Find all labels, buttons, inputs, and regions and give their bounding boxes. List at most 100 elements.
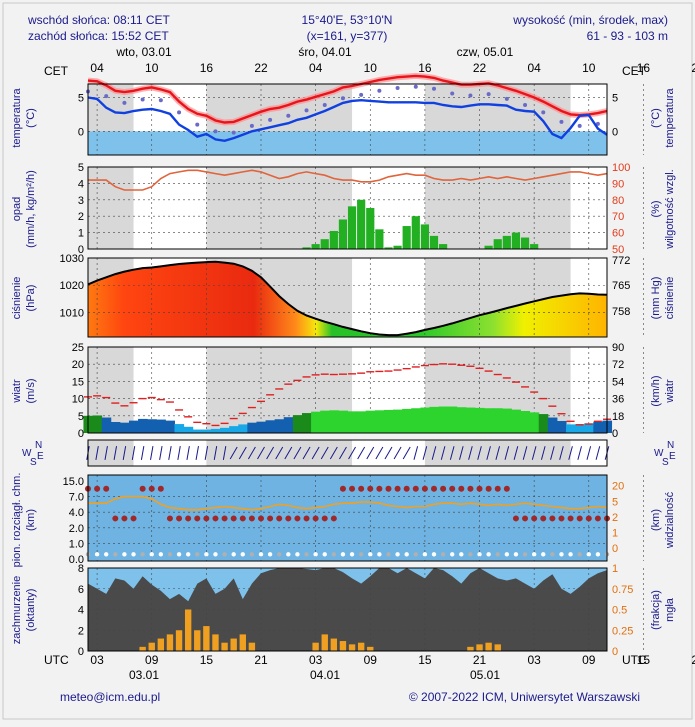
cloud-base-dot [476,485,483,492]
cloud-base-dot [321,515,328,522]
fog-bar [476,644,483,651]
temp-point [468,93,473,98]
wind-arrow [595,446,601,460]
top-hour-label: 16 [418,61,432,75]
tick-label: 1 [612,563,618,575]
cloud-base-dot [221,515,228,522]
fog-bar [184,609,192,651]
wind-mean-bar [201,429,212,433]
low-cloud-dot [167,552,173,557]
pressure-line [87,260,608,337]
wind-arrow [486,446,491,460]
wind-right-label: wiatr [664,379,676,404]
top-hour-label: 16 [637,61,651,75]
bottom-hour-label: 21 [254,653,268,667]
bottom-hour-label: 09 [582,653,596,667]
wind-mean-bar [529,412,540,433]
tick-label: 4.0 [69,507,84,519]
fog-bar [357,642,365,651]
wind-mean-bar [147,419,157,433]
tick-label: 50 [612,244,624,256]
tick-label: 20 [612,481,624,493]
low-cloud-dot [513,552,519,557]
wind-arrow [348,446,356,460]
tick-label: 5 [78,162,84,174]
wind-mean-bar [393,409,403,433]
low-cloud-dot [595,552,601,557]
tick-label: 20 [72,359,84,371]
fog-bar [212,634,219,651]
low-cloud-dot [158,552,164,557]
top-day-label: wto, 03.01 [115,45,172,59]
wind-mean-bar [502,408,512,433]
footer-copyright: © 2007-2022 ICM, Uniwersytet Warszawski [409,690,640,704]
tick-label: 90 [612,178,624,190]
cloud-base-dot [494,485,501,492]
bottom-hour-label: 21 [691,653,695,667]
visibility-background [88,475,607,561]
precip-bar [439,244,448,249]
tick-label: 0 [78,646,84,658]
tick-label: 3 [78,195,84,207]
wind-arrow [293,446,302,460]
wind-mean-bar [402,408,412,433]
tick-label: 25 [72,342,84,354]
precip-panel: 5 4 3 2 1 0 100 90 80 70 60 50 [78,162,644,256]
footer-email[interactable]: meteo@icm.edu.pl [60,690,160,704]
cloud-base-dot [358,485,365,492]
fog-bar [485,642,492,651]
precip-border [87,166,608,250]
tick-label: 80 [612,195,624,207]
bottom-hour-label: 03 [309,653,323,667]
wind-border [87,346,608,434]
cloud-base-dot [176,515,183,522]
wind-mean-bar [465,407,476,433]
tick-label: 5 [78,93,84,105]
wind-arrow [213,446,218,460]
top-day-label: czw, 05.01 [457,45,514,59]
precip-bar [402,226,411,249]
wind-mean-bar [311,411,321,433]
tick-label: 765 [612,280,630,292]
temp-right-label: temperatura [664,87,676,147]
cloud-base-dot [558,515,565,522]
temp-max-line [87,74,608,124]
bottom-day-label: 03.01 [129,668,159,682]
wind-arrow [477,446,482,460]
bottom-hour-label: 15 [637,653,651,667]
wind-arrow [357,446,366,460]
temp-point [359,92,364,97]
precip-bar [393,245,402,249]
tick-label: 18 [612,411,624,423]
tick-label: 5 [78,411,84,423]
cloud-base-dot [294,515,301,522]
wind-arrow [222,446,227,460]
wind-mean-bar [138,418,148,433]
tick-label: 72 [612,359,624,371]
coords-text: 15°40'E, 53°10'N [302,13,393,27]
temp-point [504,96,509,101]
low-cloud-dot [195,552,200,557]
precip-bar [347,206,357,249]
bottom-hour-label: 21 [473,653,487,667]
low-cloud-dot [377,552,382,557]
cloud-base-dot [349,485,356,492]
cloud-base-dot [203,515,210,522]
low-cloud-dot [531,552,537,557]
low-cloud-dot [304,552,309,557]
wind-arrow [366,446,375,460]
cloud-base-dot [148,485,155,492]
wind-mean-bar [119,422,130,433]
wind-arrow [440,446,446,460]
tick-label: 15.0 [63,476,84,488]
wind-arrow [284,446,293,460]
cloud-base-dot [121,515,128,522]
wind-mean-bar [493,408,503,433]
cloud-base-dot [130,515,137,522]
wind-mean-bar [183,426,194,433]
cloud-base-dot [258,515,264,522]
low-cloud-dot [413,552,418,557]
tick-label: 100 [612,162,630,174]
tick-label: 2.0 [69,523,84,535]
temp-point [231,130,236,135]
